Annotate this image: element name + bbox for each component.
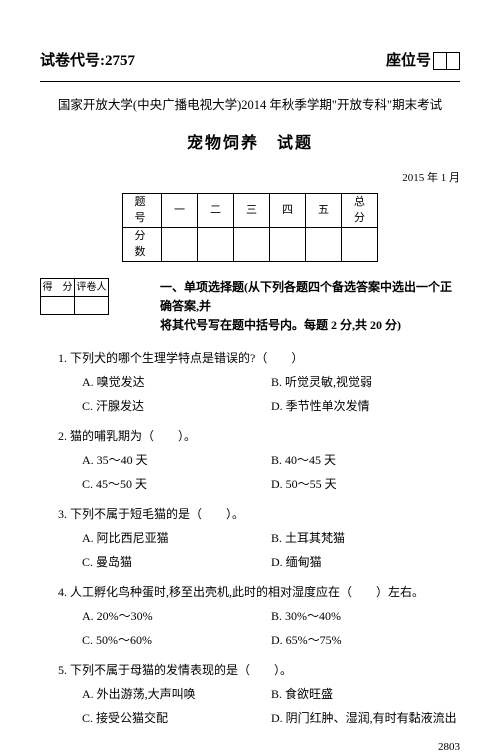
options: A. 35～40 天B. 40～45 天C. 45～50 天D. 50～55 天 bbox=[58, 451, 460, 499]
option: C. 50%～60% bbox=[82, 631, 271, 649]
section-header: 得 分 评卷人 一、单项选择题(从下列各题四个备选答案中选出一个正确答案,并 将… bbox=[40, 278, 460, 336]
question-stem: 3. 下列不属于短毛猫的是（ ）。 bbox=[58, 505, 460, 523]
header-row: 试卷代号:2757 座位号 bbox=[40, 50, 460, 73]
page-number: 2803 bbox=[40, 739, 460, 756]
marker-cell bbox=[75, 296, 109, 314]
options: A. 20%～30%B. 30%～40%C. 50%～60%D. 65%～75% bbox=[58, 607, 460, 655]
score-cell bbox=[270, 227, 306, 261]
option: A. 嗅觉发达 bbox=[82, 373, 271, 391]
question-stem: 4. 人工孵化鸟种蛋时,移至出壳机,此时的相对湿度应在（ ）左右。 bbox=[58, 583, 460, 601]
option: D. 50～55 天 bbox=[271, 475, 460, 493]
section-title-line: 一、单项选择题(从下列各题四个备选答案中选出一个正确答案,并 bbox=[160, 278, 460, 316]
score-table: 题 号 一 二 三 四 五 总 分 分 数 bbox=[122, 193, 378, 262]
question: 2. 猫的哺乳期为（ ）。 A. 35～40 天B. 40～45 天C. 45～5… bbox=[40, 427, 460, 499]
score-cell bbox=[234, 227, 270, 261]
questions-block: 1. 下列犬的哪个生理学特点是错误的?（ ） A. 嗅觉发达B. 听觉灵敏,视觉弱… bbox=[40, 349, 460, 733]
question: 4. 人工孵化鸟种蛋时,移至出壳机,此时的相对湿度应在（ ）左右。 A. 20%～… bbox=[40, 583, 460, 655]
question-stem: 5. 下列不属于母猫的发情表现的是（ ）。 bbox=[58, 661, 460, 679]
marker-cell: 评卷人 bbox=[75, 278, 109, 296]
option: B. 40～45 天 bbox=[271, 451, 460, 469]
score-cell bbox=[306, 227, 342, 261]
score-header: 二 bbox=[198, 193, 234, 227]
marker-cell: 得 分 bbox=[41, 278, 75, 296]
option: C. 接受公猫交配 bbox=[82, 709, 271, 727]
table-row: 分 数 bbox=[123, 227, 378, 261]
seat-box bbox=[446, 52, 460, 70]
option: D. 季节性单次发情 bbox=[271, 397, 460, 415]
question-stem: 2. 猫的哺乳期为（ ）。 bbox=[58, 427, 460, 445]
seat-block: 座位号 bbox=[386, 50, 460, 73]
options: A. 嗅觉发达B. 听觉灵敏,视觉弱C. 汗腺发达D. 季节性单次发情 bbox=[58, 373, 460, 421]
table-row: 得 分 评卷人 bbox=[41, 278, 109, 296]
options: A. 阿比西尼亚猫B. 土耳其梵猫C. 曼岛猫D. 缅甸猫 bbox=[58, 529, 460, 577]
exam-date: 2015 年 1 月 bbox=[40, 170, 460, 187]
score-header: 五 bbox=[306, 193, 342, 227]
score-cell bbox=[342, 227, 378, 261]
option: B. 30%～40% bbox=[271, 607, 460, 625]
option: B. 土耳其梵猫 bbox=[271, 529, 460, 547]
option: A. 20%～30% bbox=[82, 607, 271, 625]
marker-cell bbox=[41, 296, 75, 314]
table-row: 题 号 一 二 三 四 五 总 分 bbox=[123, 193, 378, 227]
marker-table: 得 分 评卷人 bbox=[40, 278, 109, 315]
option: A. 阿比西尼亚猫 bbox=[82, 529, 271, 547]
score-cell bbox=[198, 227, 234, 261]
option: B. 食欲旺盛 bbox=[271, 685, 460, 703]
seat-box bbox=[433, 52, 447, 70]
option: C. 汗腺发达 bbox=[82, 397, 271, 415]
score-header: 题 号 bbox=[123, 193, 162, 227]
option: C. 曼岛猫 bbox=[82, 553, 271, 571]
header-rule bbox=[40, 81, 460, 82]
option: D. 缅甸猫 bbox=[271, 553, 460, 571]
paper-code-label: 试卷代号: bbox=[40, 53, 105, 69]
question-stem: 1. 下列犬的哪个生理学特点是错误的?（ ） bbox=[58, 349, 460, 367]
score-row-label: 分 数 bbox=[123, 227, 162, 261]
score-header: 四 bbox=[270, 193, 306, 227]
option: B. 听觉灵敏,视觉弱 bbox=[271, 373, 460, 391]
option: A. 35～40 天 bbox=[82, 451, 271, 469]
score-header: 三 bbox=[234, 193, 270, 227]
score-cell bbox=[162, 227, 198, 261]
university-line: 国家开放大学(中央广播电视大学)2014 年秋季学期"开放专科"期末考试 bbox=[40, 96, 460, 115]
option: D. 65%～75% bbox=[271, 631, 460, 649]
option: D. 阴门红肿、湿润,有时有黏液流出 bbox=[271, 709, 460, 727]
table-row bbox=[41, 296, 109, 314]
paper-code-value: 2757 bbox=[105, 53, 135, 69]
question: 1. 下列犬的哪个生理学特点是错误的?（ ） A. 嗅觉发达B. 听觉灵敏,视觉弱… bbox=[40, 349, 460, 421]
question: 5. 下列不属于母猫的发情表现的是（ ）。 A. 外出游荡,大声叫唤B. 食欲旺盛… bbox=[40, 661, 460, 733]
options: A. 外出游荡,大声叫唤B. 食欲旺盛C. 接受公猫交配D. 阴门红肿、湿润,有… bbox=[58, 685, 460, 733]
option: C. 45～50 天 bbox=[82, 475, 271, 493]
question: 3. 下列不属于短毛猫的是（ ）。 A. 阿比西尼亚猫B. 土耳其梵猫C. 曼岛猫… bbox=[40, 505, 460, 577]
section-title-line: 将其代号写在题中括号内。每题 2 分,共 20 分) bbox=[160, 316, 460, 335]
paper-code: 试卷代号:2757 bbox=[40, 50, 135, 73]
score-header: 一 bbox=[162, 193, 198, 227]
score-header: 总 分 bbox=[342, 193, 378, 227]
course-title: 宠物饲养 试题 bbox=[40, 132, 460, 156]
seat-boxes bbox=[431, 52, 460, 70]
option: A. 外出游荡,大声叫唤 bbox=[82, 685, 271, 703]
seat-label: 座位号 bbox=[386, 50, 431, 73]
